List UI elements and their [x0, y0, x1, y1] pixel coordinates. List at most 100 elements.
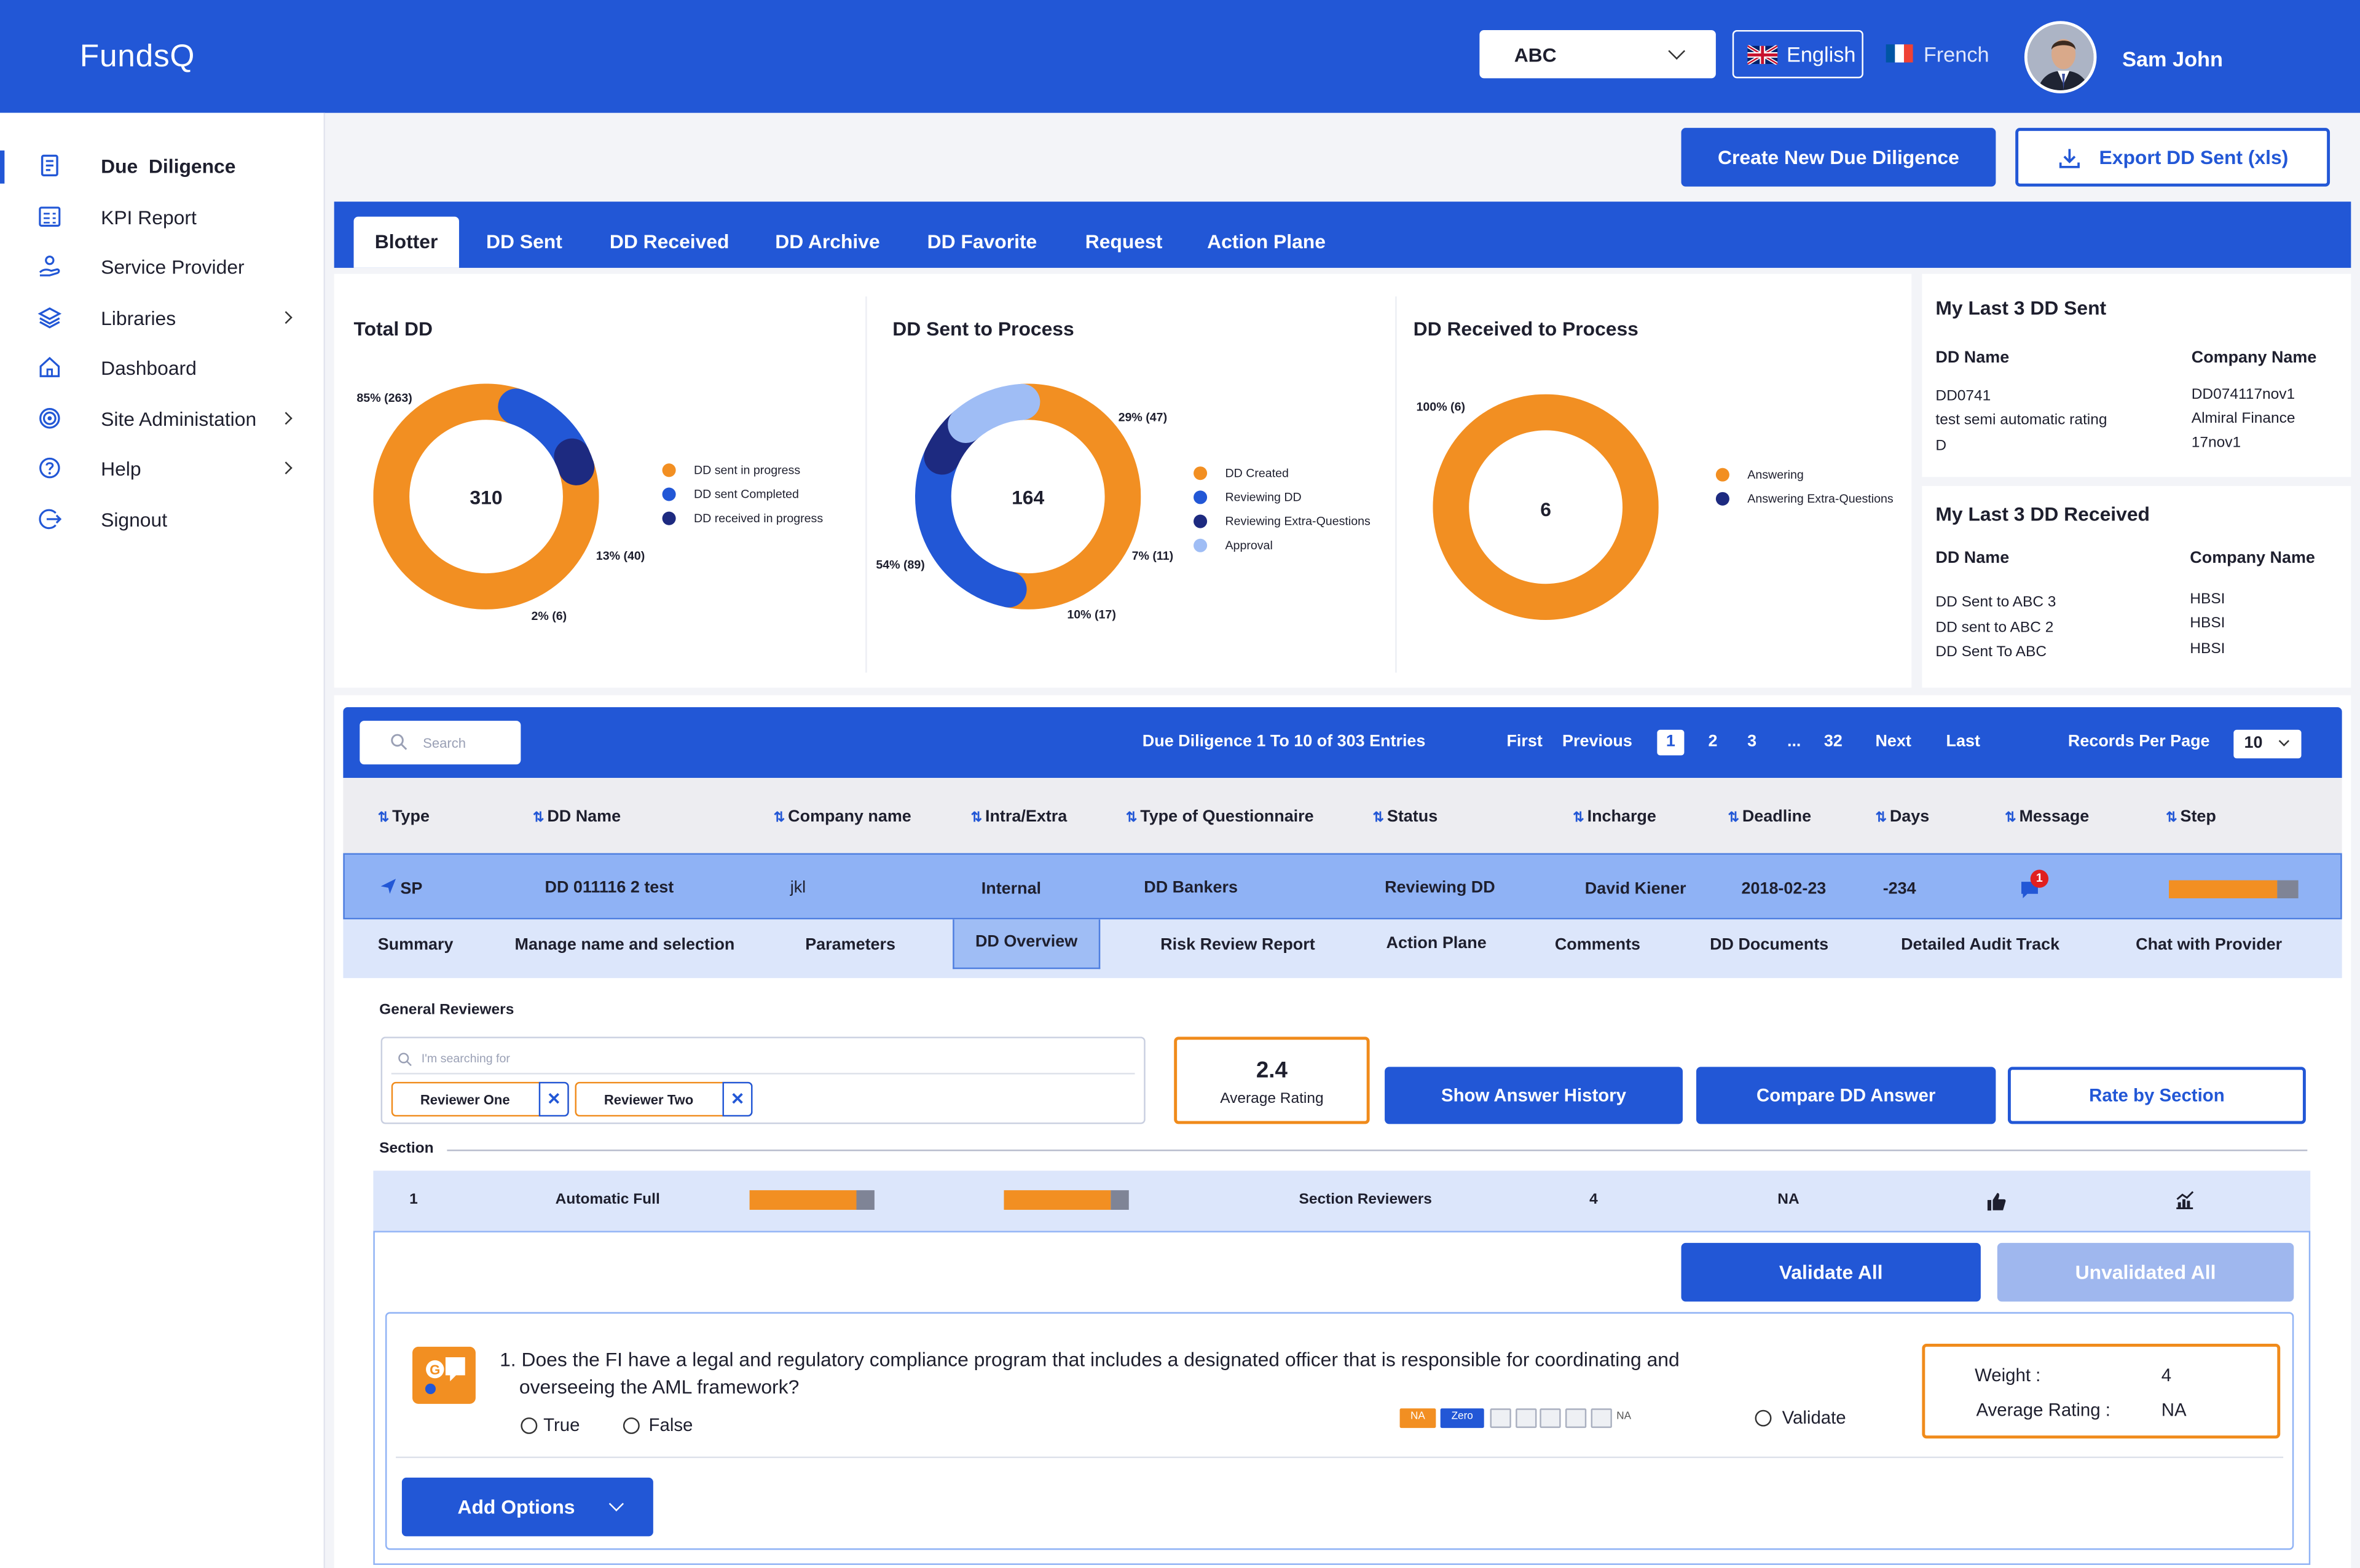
user-name[interactable]: Sam John	[2122, 46, 2223, 71]
pagination-page[interactable]: 1	[1657, 729, 1685, 756]
radio-false[interactable]	[623, 1417, 640, 1434]
legend-item: Answering	[1712, 468, 1894, 492]
score-box[interactable]	[1540, 1408, 1561, 1429]
section-label: Section	[379, 1140, 434, 1158]
tab-blotter[interactable]: Blotter	[353, 216, 459, 268]
chevron-down-icon	[608, 1496, 624, 1511]
sidebar-item-service-provider[interactable]: Service Provider	[0, 245, 325, 290]
app-logo[interactable]: FundsQ	[79, 39, 195, 74]
pagination-page[interactable]: 2	[1708, 732, 1718, 751]
list-item[interactable]: DD0741	[1935, 388, 1991, 405]
subtab-parameters[interactable]: Parameters	[805, 936, 896, 954]
subtab-detailed-audit-track[interactable]: Detailed Audit Track	[1901, 936, 2060, 954]
sidebar-item-dashboard[interactable]: Dashboard	[0, 346, 325, 391]
pagination-page[interactable]: 32	[1823, 732, 1843, 751]
column-header-dd-name[interactable]: ⇅ DD Name	[533, 808, 621, 826]
language-french-button[interactable]: French	[1886, 30, 1989, 78]
score-box[interactable]	[1591, 1408, 1612, 1429]
sidebar-item-due-diligence[interactable]: Due Diligence	[0, 144, 325, 189]
tab-dd-archive[interactable]: DD Archive	[775, 230, 880, 253]
create-due-diligence-button[interactable]: Create New Due Diligence	[1681, 128, 1996, 187]
remove-reviewer-icon[interactable]: ✕	[538, 1081, 569, 1117]
tab-dd-received[interactable]: DD Received	[609, 230, 730, 253]
chart-trend-icon[interactable]	[2175, 1190, 2195, 1210]
list-item[interactable]: test semi automatic rating	[1935, 412, 2107, 429]
add-options-button[interactable]: Add Options	[401, 1477, 653, 1537]
compare-dd-answer-button[interactable]: Compare DD Answer	[1696, 1067, 1996, 1124]
export-dd-sent-button[interactable]: Export DD Sent (xls)	[2015, 128, 2330, 187]
subtab-dd-overview[interactable]: DD Overview	[953, 919, 1100, 970]
list-item[interactable]: DD Sent To ABC	[1935, 644, 2047, 661]
legend-label: Reviewing Extra-Questions	[1225, 514, 1371, 528]
avatar[interactable]	[2024, 21, 2097, 93]
legend-dot	[662, 487, 676, 501]
sidebar-item-kpi-report[interactable]: KPI Report	[0, 195, 325, 240]
column-header-questionnaire[interactable]: ⇅ Type of Questionnaire	[1126, 808, 1314, 826]
sidebar-item-signout[interactable]: Signout	[0, 498, 325, 543]
section-row[interactable]: 1 Automatic Full Section Reviewers 4 NA	[373, 1170, 2311, 1231]
pagination-page[interactable]: 3	[1747, 732, 1757, 751]
sidebar-item-help[interactable]: Help	[0, 447, 325, 492]
tab-dd-favorite[interactable]: DD Favorite	[927, 230, 1037, 253]
radio-true[interactable]	[521, 1417, 538, 1434]
column-header-days[interactable]: ⇅ Days	[1875, 808, 1929, 826]
subtab-action-plane[interactable]: Action Plane	[1386, 934, 1487, 953]
pagination-next[interactable]: Next	[1875, 732, 1911, 751]
language-english-label: English	[1786, 42, 1856, 66]
company-select[interactable]: ABC	[1479, 29, 1716, 79]
subtab-risk-review-report[interactable]: Risk Review Report	[1160, 936, 1315, 954]
language-english-button[interactable]: English	[1732, 29, 1863, 79]
tab-action-plane[interactable]: Action Plane	[1207, 230, 1326, 253]
score-box[interactable]	[1565, 1408, 1587, 1429]
subtab-comments[interactable]: Comments	[1554, 936, 1641, 954]
score-na-button[interactable]: NA	[1399, 1408, 1436, 1429]
score-box[interactable]	[1516, 1408, 1537, 1429]
column-header-type[interactable]: ⇅ Type	[378, 808, 430, 826]
reviewer-select[interactable]: I'm searching for Reviewer One ✕ Reviewe…	[380, 1037, 1146, 1124]
column-header-label: Type	[392, 808, 430, 826]
list-item: Almiral Finance	[2191, 410, 2295, 428]
tab-request[interactable]: Request	[1085, 230, 1163, 253]
column-header-company[interactable]: ⇅ Company name	[774, 808, 911, 826]
sidebar-item-site-administation[interactable]: Site Administation	[0, 398, 325, 442]
list-item[interactable]: DD Sent to ABC 3	[1935, 594, 2056, 611]
table-row[interactable]: SP DD 011116 2 test jkl Internal DD Bank…	[343, 853, 2342, 920]
column-header-label: Message	[2019, 808, 2090, 826]
column-header-step[interactable]: ⇅ Step	[2166, 808, 2216, 826]
unvalidated-all-button[interactable]: Unvalidated All	[1997, 1242, 2294, 1302]
pagination-first[interactable]: First	[1506, 732, 1543, 751]
search-input[interactable]: Search	[360, 721, 521, 765]
tab-dd-sent[interactable]: DD Sent	[486, 230, 562, 253]
show-answer-history-button[interactable]: Show Answer History	[1385, 1067, 1683, 1124]
sort-icon: ⇅	[2005, 809, 2016, 825]
column-header-deadline[interactable]: ⇅ Deadline	[1728, 808, 1811, 826]
records-per-page-select[interactable]: 10	[2233, 729, 2302, 759]
legend-dot	[662, 463, 676, 477]
column-header-status[interactable]: ⇅ Status	[1372, 808, 1438, 826]
list-item[interactable]: DD sent to ABC 2	[1935, 619, 2054, 637]
subtab-manage-name[interactable]: Manage name and selection	[514, 936, 735, 954]
column-header-incharge[interactable]: ⇅ Incharge	[1573, 808, 1656, 826]
subtab-summary[interactable]: Summary	[377, 936, 454, 954]
subtab-dd-documents[interactable]: DD Documents	[1710, 936, 1829, 954]
score-box[interactable]	[1490, 1408, 1511, 1429]
rate-by-section-button[interactable]: Rate by Section	[2007, 1067, 2306, 1124]
validate-all-button[interactable]: Validate All	[1681, 1242, 1981, 1302]
column-header-message[interactable]: ⇅ Message	[2005, 808, 2089, 826]
column-header-label: Step	[2180, 808, 2216, 826]
message-button[interactable]: 1	[2020, 869, 2049, 907]
pagination-last[interactable]: Last	[1946, 732, 1980, 751]
thumbs-up-icon[interactable]	[1987, 1192, 2007, 1212]
subtab-chat-with-provider[interactable]: Chat with Provider	[2136, 936, 2283, 954]
score-zero-button[interactable]: Zero	[1440, 1408, 1484, 1429]
list-item[interactable]: D	[1935, 437, 1947, 455]
sidebar-item-label: Help	[101, 457, 141, 480]
validate-radio[interactable]	[1755, 1409, 1772, 1427]
pagination-previous[interactable]: Previous	[1562, 732, 1632, 751]
column-header-intra-extra[interactable]: ⇅ Intra/Extra	[971, 808, 1068, 826]
sidebar-item-libraries[interactable]: Libraries	[0, 296, 325, 341]
search-icon	[391, 734, 407, 750]
sidebar-item-label: Site Administation	[101, 407, 257, 431]
sidebar-item-label: Signout	[101, 508, 168, 531]
remove-reviewer-icon[interactable]: ✕	[722, 1081, 753, 1117]
